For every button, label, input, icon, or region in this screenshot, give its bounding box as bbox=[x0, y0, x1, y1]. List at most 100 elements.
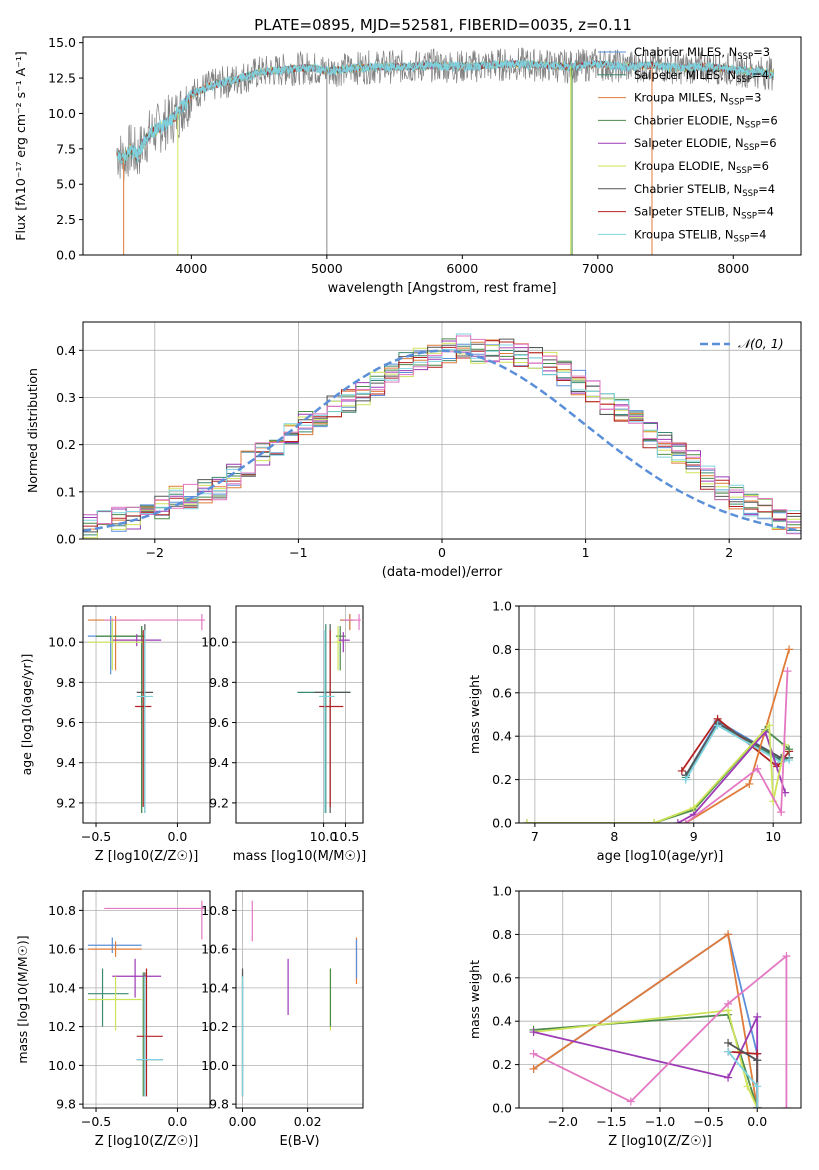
x-axis-label: age [log10(age/yr)] bbox=[597, 849, 724, 864]
xtick-label: 0.0 bbox=[167, 829, 187, 844]
ytick-label: 0.0 bbox=[56, 532, 76, 547]
ytick-label: 0.0 bbox=[492, 1101, 512, 1116]
weight-line bbox=[685, 724, 790, 781]
weight-marker bbox=[753, 1056, 762, 1065]
weight-marker bbox=[753, 1012, 762, 1021]
xtick-label: −1.0 bbox=[645, 1114, 675, 1129]
xtick-label: 6000 bbox=[446, 261, 478, 276]
xtick-label: −1 bbox=[289, 545, 307, 560]
weight-marker bbox=[681, 819, 690, 823]
weight-marker bbox=[782, 952, 791, 961]
axes-frame bbox=[82, 890, 211, 1109]
ytick-label: 0.8 bbox=[492, 642, 512, 657]
weight-line bbox=[685, 671, 789, 823]
legend-label: Kroupa ELODIE, NSSP=6 bbox=[634, 159, 769, 176]
ytick-label: 7.5 bbox=[56, 141, 76, 156]
panel-age-vs-Z: −0.5 0.0 9.2 9.4 9.6 9.8 10.0 Z [log10(Z/Z☉)] ag… bbox=[19, 605, 211, 864]
axes-frame bbox=[518, 605, 802, 824]
ytick-label: 0.3 bbox=[56, 390, 76, 405]
ytick-label: 1.0 bbox=[492, 599, 512, 614]
y-axis-label: mass [log10(M/M☉)] bbox=[15, 935, 30, 1063]
legend-label: 𝒩(0, 1) bbox=[738, 336, 784, 351]
xtick-label: −2 bbox=[146, 545, 164, 560]
weight-marker bbox=[529, 1028, 538, 1037]
weight-marker bbox=[724, 1073, 733, 1082]
xtick-label: 0.0 bbox=[167, 1114, 187, 1129]
ytick-label: 0.4 bbox=[492, 729, 512, 744]
ytick-label: 9.6 bbox=[209, 715, 229, 730]
xtick-label: 8000 bbox=[717, 261, 749, 276]
ytick-label: 10.2 bbox=[201, 1019, 229, 1034]
ytick-label: 9.4 bbox=[209, 755, 229, 770]
ytick-label: 9.8 bbox=[56, 1097, 76, 1112]
xtick-label: 0.00 bbox=[229, 1114, 257, 1129]
x-axis-label: Z [log10(Z/Z☉)] bbox=[95, 1134, 199, 1149]
weight-marker bbox=[673, 819, 682, 823]
legend-label: Kroupa STELIB, NSSP=4 bbox=[634, 227, 766, 244]
xtick-label: 2 bbox=[725, 545, 733, 560]
y-axis-label: Normed distribution bbox=[25, 368, 40, 493]
ytick-label: 0.8 bbox=[492, 927, 512, 942]
ytick-label: 10.0 bbox=[48, 1058, 76, 1073]
xtick-label: −0.5 bbox=[81, 829, 111, 844]
xtick-label: 9 bbox=[690, 829, 698, 844]
weight-marker bbox=[522, 819, 531, 823]
xtick-label: 0.02 bbox=[294, 1114, 322, 1129]
xtick-label: 10.0 bbox=[310, 829, 338, 844]
axes-frame bbox=[82, 36, 802, 256]
legend-label: Chabrier STELIB, NSSP=4 bbox=[634, 182, 775, 199]
ytick-label: 10.0 bbox=[48, 635, 76, 650]
panel-mass-vs-ebv: 0.00 0.02 9.8 10.0 10.2 10.4 10.6 10.8 E(B-V) bbox=[201, 890, 364, 1149]
weight-marker bbox=[529, 1064, 538, 1073]
ytick-label: 10.4 bbox=[48, 980, 76, 995]
xtick-label: 4000 bbox=[175, 261, 207, 276]
weight-line bbox=[533, 1009, 759, 1108]
weight-marker bbox=[783, 667, 792, 676]
weight-marker bbox=[785, 756, 794, 765]
ytick-label: 9.2 bbox=[209, 795, 229, 810]
xtick-label: −0.5 bbox=[693, 1114, 723, 1129]
ytick-label: 0.4 bbox=[56, 343, 76, 358]
ytick-label: 0.0 bbox=[492, 816, 512, 831]
weight-marker bbox=[782, 1104, 791, 1108]
weight-marker bbox=[753, 1082, 762, 1091]
plot-area bbox=[87, 900, 206, 1097]
ytick-label: 9.8 bbox=[56, 675, 76, 690]
plot-area bbox=[241, 900, 358, 1097]
panel-residuals: 𝒩(0, 1) −2 −1 0 1 2 0.0 0.1 0.2 0.3 0.4 (data-model… bbox=[25, 321, 802, 580]
weight-line bbox=[677, 730, 786, 823]
x-axis-label: mass [log10(M/M☉)] bbox=[233, 849, 366, 864]
ytick-label: 10.6 bbox=[48, 942, 76, 957]
ytick-label: 10.2 bbox=[48, 1019, 76, 1034]
axes-frame bbox=[82, 605, 211, 824]
y-axis-label: mass weight bbox=[467, 675, 482, 754]
x-axis-label: wavelength [Angstrom, rest frame] bbox=[328, 281, 557, 296]
legend-label: Chabrier ELODIE, NSSP=6 bbox=[634, 113, 778, 130]
gaussian-curve bbox=[83, 349, 801, 532]
y-axis-label: Flux [fλ10⁻¹⁷ erg cm⁻² s⁻¹ A⁻¹] bbox=[13, 51, 28, 240]
xtick-label: −1.5 bbox=[596, 1114, 626, 1129]
ytick-label: 10.0 bbox=[201, 1058, 229, 1073]
y-axis-label: age [log10(age/yr)] bbox=[19, 654, 34, 776]
ytick-label: 9.4 bbox=[56, 755, 76, 770]
ytick-label: 9.8 bbox=[209, 675, 229, 690]
plot-area bbox=[116, 47, 775, 255]
xtick-label: 7000 bbox=[582, 261, 614, 276]
weight-marker bbox=[529, 1049, 538, 1058]
xtick-label: 0.0 bbox=[747, 1114, 767, 1129]
ytick-label: 9.8 bbox=[209, 1097, 229, 1112]
x-axis-label: Z [log10(Z/Z☉)] bbox=[95, 849, 199, 864]
ytick-label: 9.2 bbox=[56, 795, 76, 810]
weight-marker bbox=[650, 819, 659, 823]
axes-frame bbox=[235, 605, 364, 824]
panel-massweight-vs-Z: −2.0 −1.5 −1.0 −0.5 0.0 0.0 0.2 0.4 0.6 0.8 1.0 Z [… bbox=[467, 884, 802, 1149]
xtick-label: 7 bbox=[531, 829, 539, 844]
x-axis-label: Z [log10(Z/Z☉)] bbox=[608, 1134, 712, 1149]
weight-marker bbox=[743, 1082, 752, 1091]
weight-marker bbox=[745, 779, 754, 788]
ytick-label: 10.6 bbox=[201, 942, 229, 957]
plot-area bbox=[297, 614, 361, 813]
histogram-step bbox=[83, 340, 801, 527]
